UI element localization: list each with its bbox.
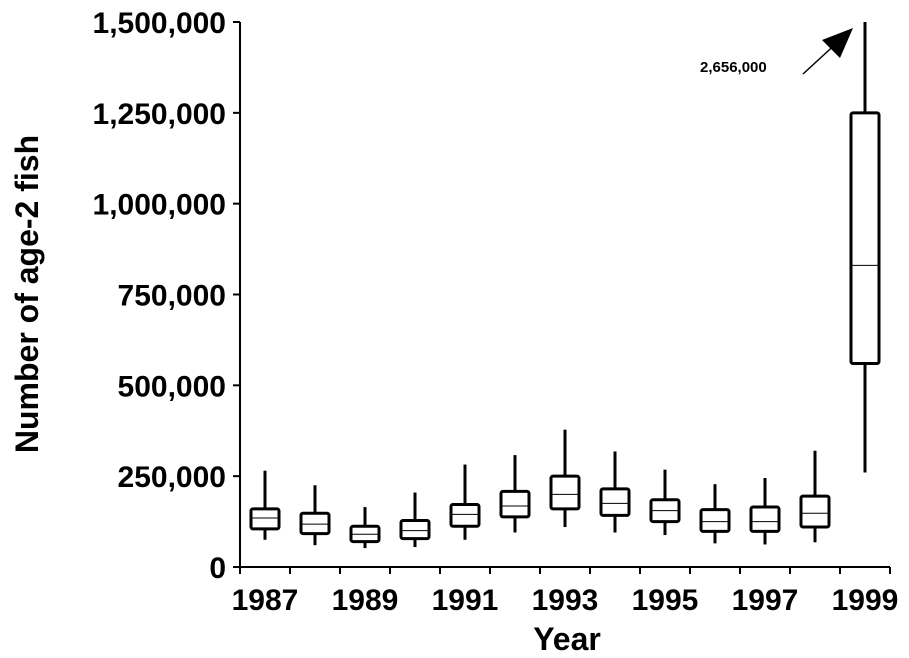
box-1991 [449,464,481,540]
boxes [249,22,881,549]
y-ticks: 0 250,000 500,000 750,000 1,000,000 1,250,000… [93,7,240,585]
y-tick-label: 250,000 [118,461,226,494]
iqr-box [849,111,881,366]
box-1992 [499,455,531,533]
y-axis-title: Number of age-2 fish [9,135,45,453]
iqr-box [799,494,831,529]
y-tick-label: 1,250,000 [93,98,226,131]
iqr-box [399,518,431,541]
iqr-box [599,487,631,517]
iqr-box [449,503,481,528]
iqr-box [699,508,731,533]
annotation-arrow-head [822,28,853,58]
y-tick-label: 1,000,000 [93,189,226,222]
annotation-label: 2,656,000 [700,59,767,76]
x-axis-title: Year [533,621,601,657]
y-tick-label: 750,000 [118,280,226,313]
box-1993 [549,429,581,528]
box-1998 [799,450,831,543]
y-tick-label: 1,500,000 [93,7,226,40]
x-tick-label: 1997 [732,584,799,617]
box-1999 [849,22,881,473]
x-tick-label: 1987 [232,584,299,617]
iqr-box [249,507,281,531]
y-tick-label: 0 [209,552,226,585]
iqr-box [549,474,581,511]
x-tick-label: 1989 [332,584,399,617]
x-ticks: 1987 1989 1991 1993 1995 1997 1999 [232,567,899,617]
iqr-box [499,489,531,519]
box-1997 [749,477,781,545]
x-tick-label: 1991 [432,584,499,617]
x-tick-label: 1999 [832,584,899,617]
iqr-box [299,511,331,536]
box-1989 [349,507,381,549]
y-tick-label: 500,000 [118,370,226,403]
box-1994 [599,451,631,533]
box-1995 [649,469,681,536]
x-tick-label: 1995 [632,584,699,617]
box-1996 [699,484,731,544]
x-tick-label: 1993 [532,584,599,617]
box-1988 [299,485,331,546]
iqr-box [749,505,781,533]
outlier-annotation: 2,656,000 [700,28,853,76]
box-1987 [249,470,281,540]
box-1990 [399,492,431,548]
